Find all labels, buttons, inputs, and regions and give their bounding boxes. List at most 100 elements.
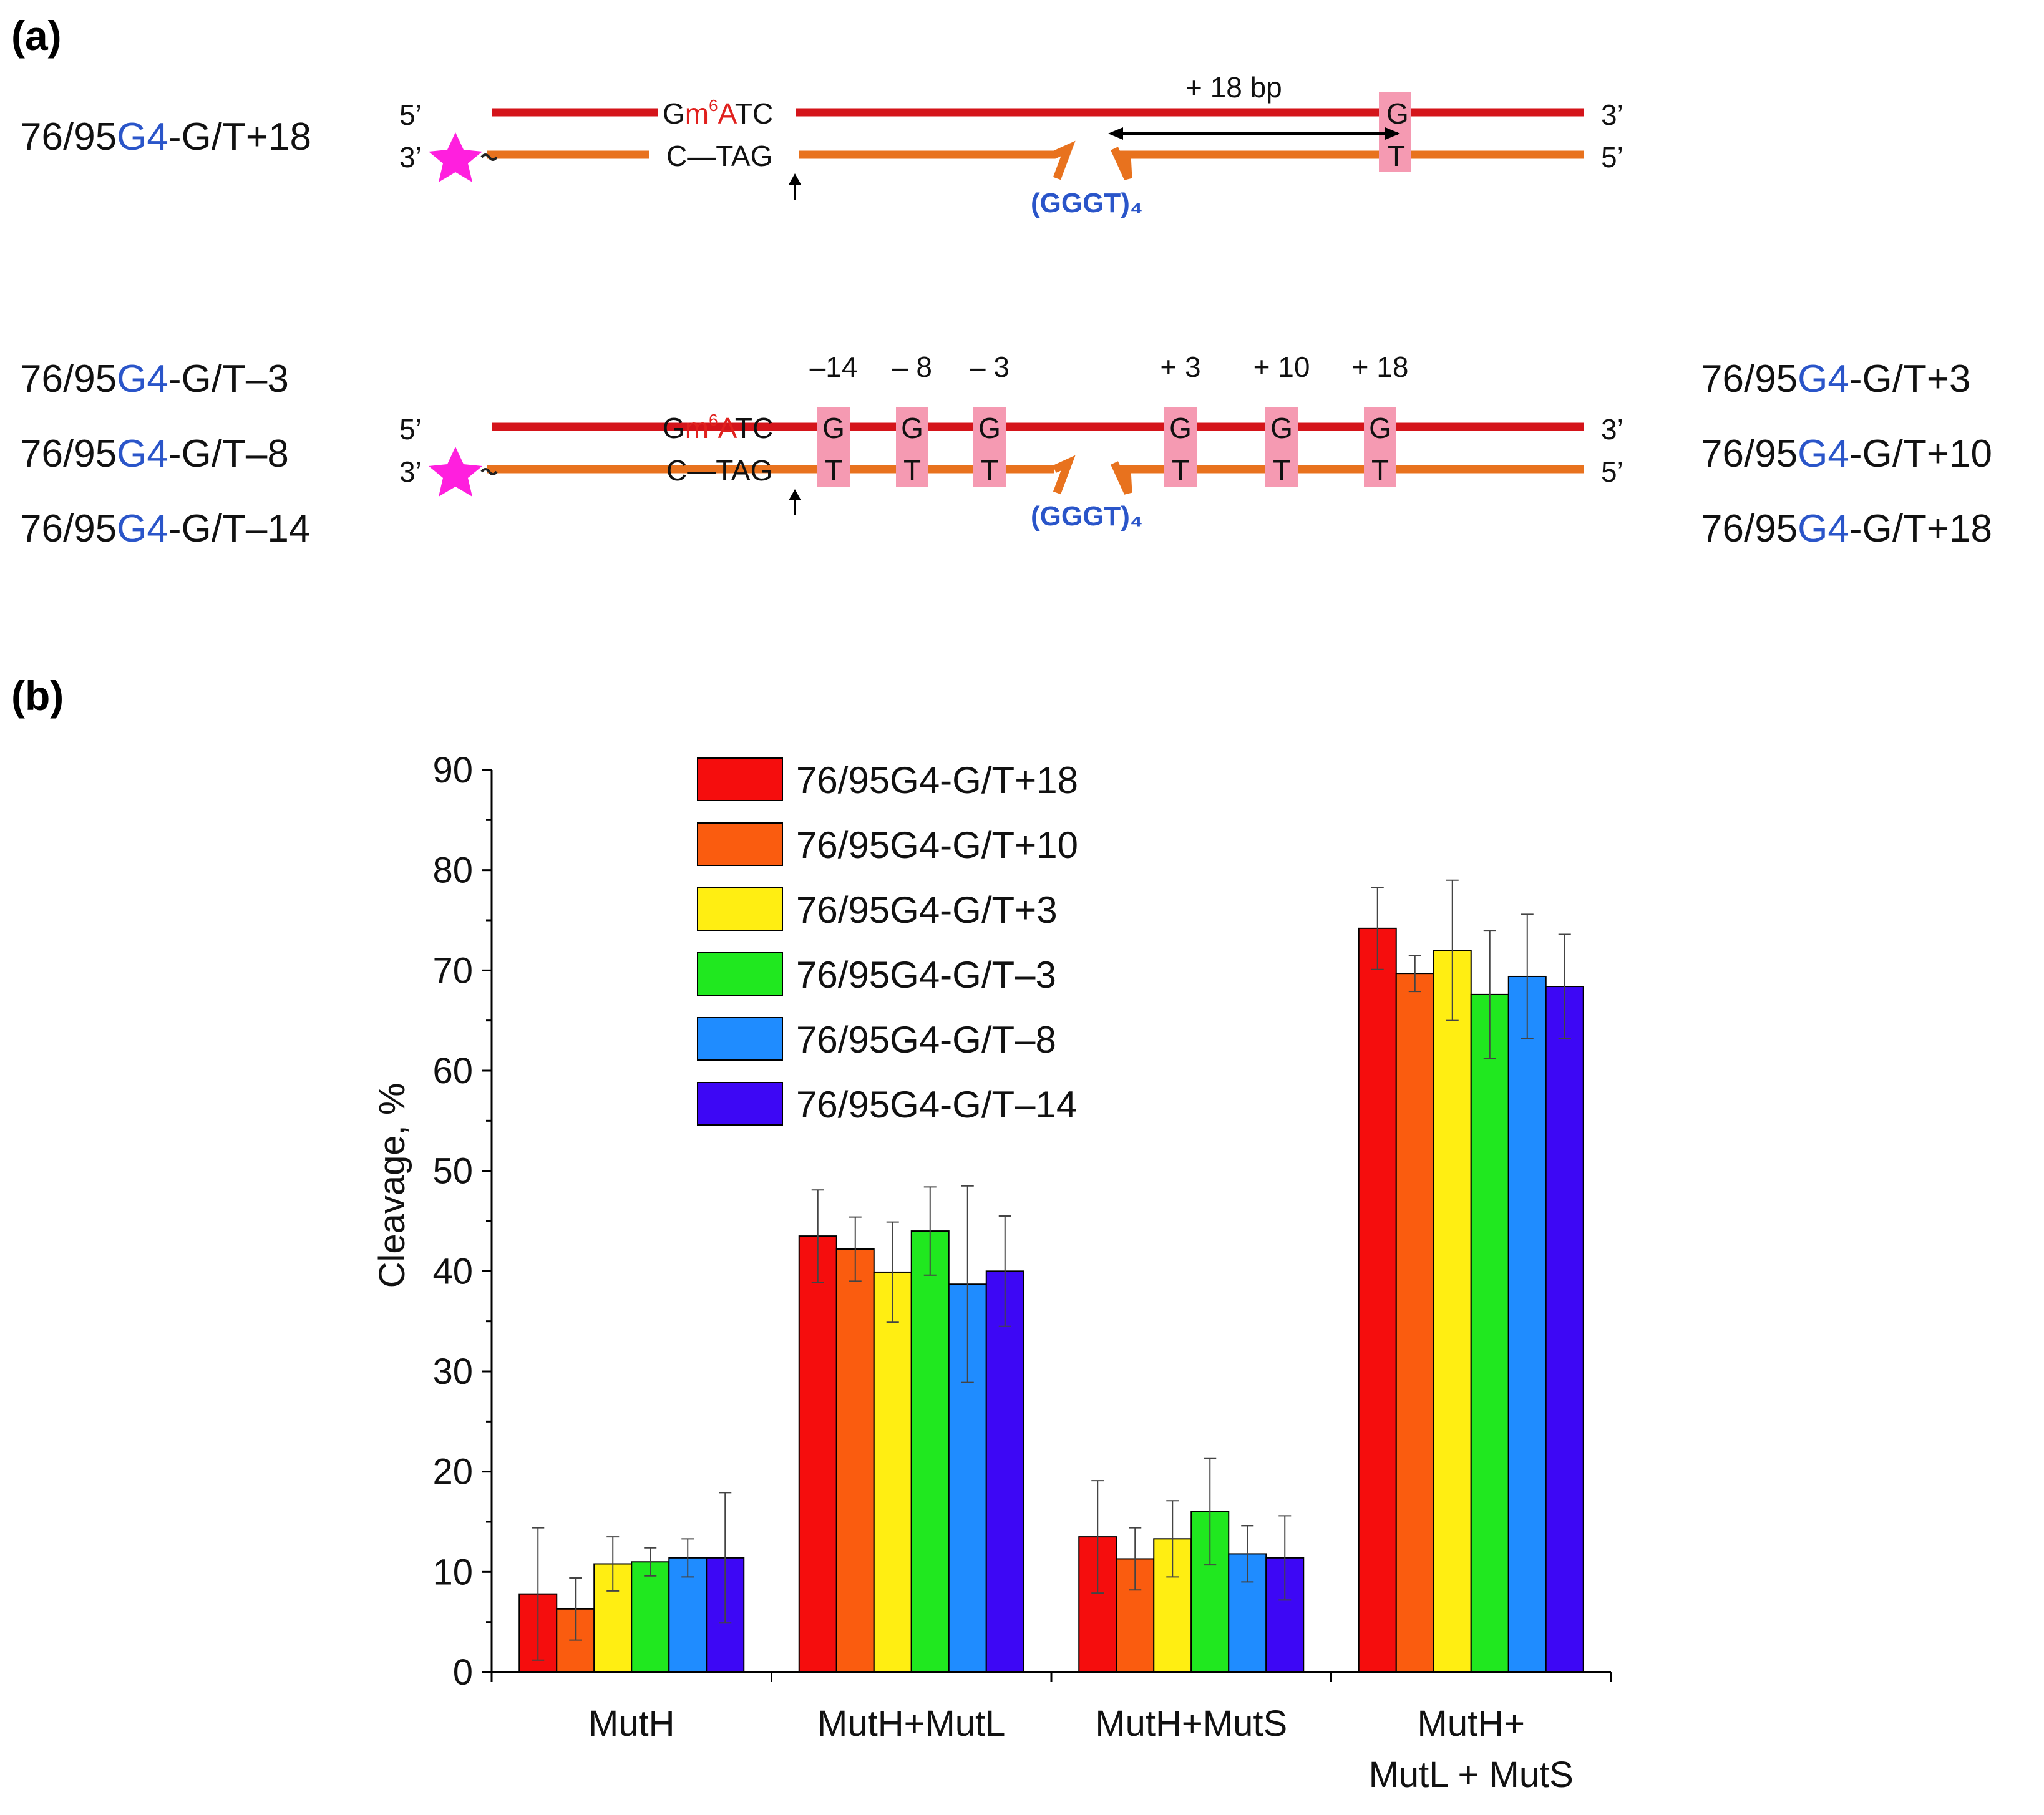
category-label: MutH+ [1418, 1703, 1525, 1744]
category-label: MutH+MutS [1095, 1703, 1287, 1744]
legend-label: 76/95G4-G/T+18 [796, 759, 1078, 801]
y-axis-label: Cleavage, % [372, 1083, 412, 1288]
legend-swatch [697, 952, 783, 996]
construct-right-2: 76/95G4-G/T+10 [1701, 432, 1992, 475]
position-label-2: – 3 [970, 351, 1010, 383]
y-tick-label: 40 [432, 1251, 473, 1292]
bar [1507, 975, 1547, 1673]
mismatch-bottom-t-2: T [981, 454, 998, 487]
category-label: MutH+MutL [817, 1703, 1005, 1744]
mismatch-bottom-t: T [1388, 140, 1405, 172]
y-tick-label: 20 [432, 1452, 473, 1492]
construct-left-2: 76/95G4-G/T–8 [20, 432, 289, 475]
top-5prime: 5’ [399, 99, 422, 131]
position-label-5: + 18 [1352, 351, 1409, 383]
bar-chart: Cleavage, % 0 10 20 30 40 50 60 70 80 90 MutH MutH+… [372, 750, 1612, 1795]
bar [1358, 927, 1397, 1673]
y-tick-label: 90 [432, 750, 473, 791]
construct-right-1: 76/95G4-G/T+3 [1701, 358, 1971, 401]
position-label-0: –14 [810, 351, 858, 383]
gatc-site-bottom-2: C—TAG [666, 454, 772, 487]
linker-icon-2 [480, 468, 498, 475]
distance-arrow-left-icon [1108, 127, 1123, 140]
mismatch-top-g-1: G [901, 412, 923, 444]
bar [985, 1270, 1024, 1673]
bar [1545, 986, 1584, 1673]
mismatch-bottom-t-1: T [903, 454, 921, 487]
y-tick-label: 30 [432, 1351, 473, 1392]
position-label-4: + 10 [1253, 351, 1310, 383]
gatc-site-top: Gm6ATC [663, 96, 773, 130]
legend-label: 76/95G4-G/T+3 [796, 889, 1058, 931]
mismatch-top-g-5: G [1369, 412, 1391, 444]
bar [1470, 993, 1509, 1673]
nick-arrowhead-icon [789, 173, 801, 185]
legend-swatch [697, 887, 783, 931]
legend-swatch [697, 822, 783, 866]
legend-label: 76/95G4-G/T–14 [796, 1084, 1077, 1126]
mismatch-top-g-3: G [1169, 412, 1192, 444]
bottom2-3prime: 3’ [399, 455, 422, 488]
top-3prime: 3’ [1601, 99, 1623, 131]
y-tick-label: 50 [432, 1151, 473, 1192]
legend-swatch [697, 1017, 783, 1061]
gatc-site-bottom: C—TAG [666, 140, 772, 172]
y-tick-label: 10 [432, 1552, 473, 1592]
legend-label: 76/95G4-G/T+10 [796, 824, 1078, 866]
top2-5prime: 5’ [399, 413, 422, 445]
category-label: MutH [588, 1703, 675, 1744]
nick-arrowhead-icon-2 [789, 489, 801, 500]
bar [1395, 973, 1434, 1673]
panel-b-label: (b) [11, 673, 64, 719]
construct-left-3: 76/95G4-G/T–14 [20, 507, 310, 550]
g4-label-top: (GGGT)₄ [1031, 188, 1143, 218]
legend-label: 76/95G4-G/T–8 [796, 1019, 1056, 1061]
bottom-strand-2-kink-left [1053, 455, 1076, 495]
legend-swatch [697, 757, 783, 801]
panel-a-label: (a) [11, 12, 62, 59]
mismatch-box-0 [817, 407, 850, 487]
mismatch-top-g-2: G [978, 412, 1001, 444]
bottom2-5prime: 5’ [1601, 455, 1623, 488]
mismatch-box-1 [896, 407, 928, 487]
category-label: MutL + MutS [1369, 1754, 1574, 1795]
gatc-site-top-2: Gm6ATC [663, 411, 773, 444]
bar [798, 1235, 837, 1673]
mismatch-top-g-0: G [822, 412, 845, 444]
mismatch-box-4 [1265, 407, 1298, 487]
bar [631, 1561, 670, 1673]
mismatch-bottom-t-3: T [1172, 454, 1189, 487]
top2-3prime: 3’ [1601, 413, 1623, 445]
y-tick-label: 0 [453, 1652, 473, 1693]
mismatch-bottom-t-0: T [825, 454, 842, 487]
bar [1433, 950, 1472, 1673]
g4-label-2: (GGGT)₄ [1031, 501, 1143, 532]
mismatch-bottom-t-5: T [1371, 454, 1389, 487]
y-tick-label: 60 [432, 1051, 473, 1091]
mismatch-bottom-t-4: T [1273, 454, 1290, 487]
fluorophore-star-icon-2 [429, 447, 482, 497]
y-tick-label: 80 [432, 850, 473, 891]
construct-right-3: 76/95G4-G/T+18 [1701, 507, 1992, 550]
mismatch-box-5 [1364, 407, 1396, 487]
linker-icon [480, 153, 498, 161]
bar [835, 1248, 875, 1673]
bar [873, 1271, 912, 1673]
distance-arrow-right-icon [1385, 127, 1400, 140]
bar [910, 1230, 950, 1673]
mismatch-top-g-4: G [1270, 412, 1293, 444]
distance-label: + 18 bp [1185, 71, 1282, 104]
construct-left-1: 76/95G4-G/T–3 [20, 358, 289, 401]
position-label-1: – 8 [892, 351, 932, 383]
legend-label: 76/95G4-G/T–3 [796, 954, 1056, 996]
fluorophore-star-icon [429, 132, 482, 182]
bottom-strand-mid [799, 140, 1076, 180]
bottom-3prime: 3’ [399, 141, 422, 173]
mismatch-box-3 [1164, 407, 1197, 487]
mismatch-top-g: G [1386, 97, 1409, 130]
mismatch-box-2 [973, 407, 1006, 487]
top-construct-label: 76/95G4-G/T+18 [20, 115, 311, 158]
legend-swatch [697, 1082, 783, 1126]
bottom-5prime: 5’ [1601, 141, 1623, 173]
